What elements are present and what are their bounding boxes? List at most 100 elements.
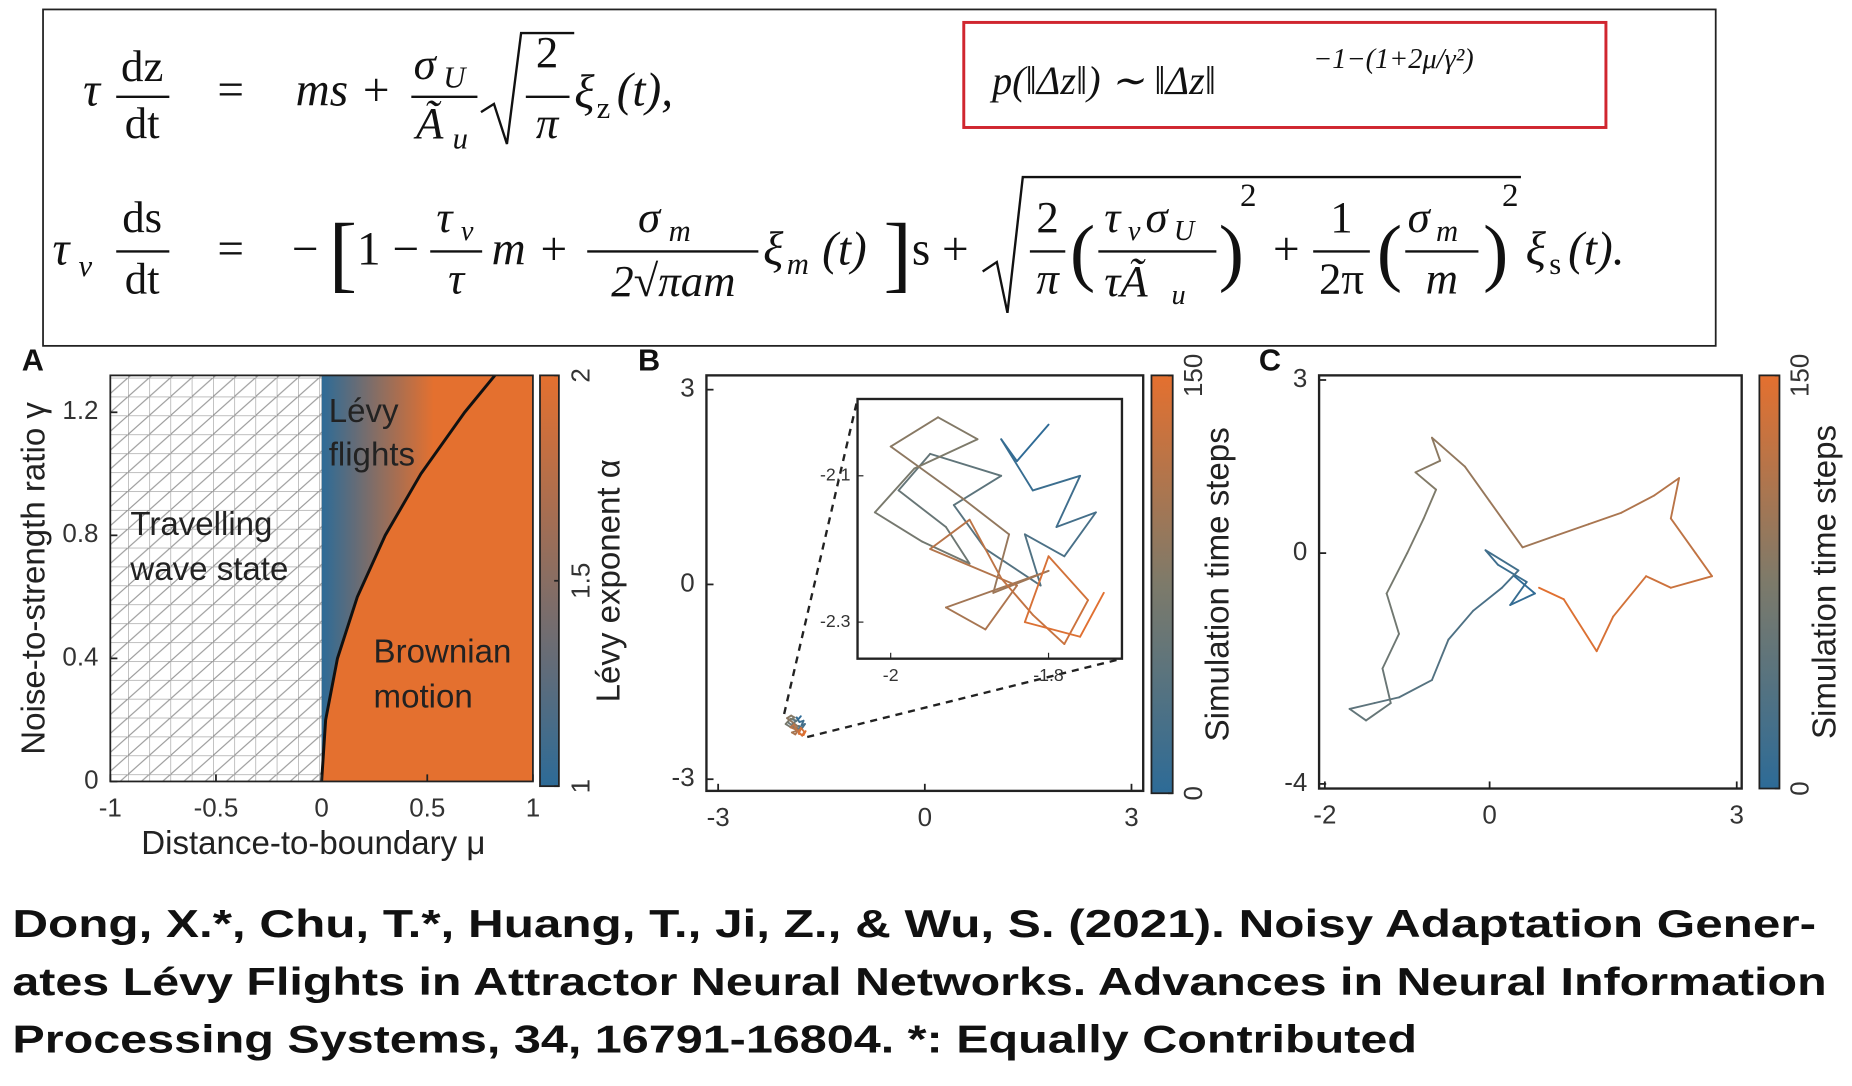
y-tick-label: 3 — [680, 373, 694, 403]
trajectory-segment — [1385, 592, 1400, 635]
trajectory-segment — [889, 416, 939, 448]
equation-symbol: ξ — [1526, 224, 1547, 276]
trajectory-segment — [897, 452, 932, 492]
trajectory-segment — [1595, 615, 1615, 653]
trajectory-segment — [1063, 599, 1089, 645]
trajectory-segment — [1055, 474, 1082, 528]
colorbar — [1758, 374, 1781, 790]
equation-rules — [116, 31, 1521, 314]
equation-symbol: 2 — [1240, 178, 1257, 214]
equation-symbol: m + — [492, 224, 570, 276]
equation-symbol: dt — [125, 98, 160, 148]
trajectory-segment — [1472, 586, 1503, 612]
trajectory-segment — [873, 467, 916, 514]
equation-symbol: v — [1128, 216, 1141, 247]
region-label: Brownian — [374, 634, 512, 671]
equation-symbol: m — [1426, 254, 1458, 304]
colorbar-tick-label: 150 — [1785, 354, 1815, 397]
equation-symbol: u — [453, 122, 468, 156]
equation-symbol: τÃ — [1104, 256, 1148, 306]
equation-symbol: τ — [83, 64, 102, 116]
equation-symbol: dz — [121, 41, 163, 91]
equation-symbol: p(‖Δz‖) ∼ ‖Δz‖ — [989, 58, 1216, 103]
x-tick-label: 3 — [1730, 800, 1744, 830]
trajectory-segment — [944, 606, 987, 631]
equation-symbol: τ — [1104, 192, 1122, 242]
equation-symbol: [ — [329, 207, 357, 301]
trajectory-segment — [1463, 465, 1491, 503]
y-tick-label: 1.2 — [62, 395, 98, 425]
x-tick-label: 0 — [314, 793, 328, 823]
equation-symbol: ] — [884, 207, 912, 301]
y-tick-label: -3 — [672, 762, 695, 792]
equation-symbol: s + — [912, 224, 969, 276]
equation-symbol: ( — [1377, 211, 1402, 294]
equation-symbol: 2√πam — [611, 256, 735, 306]
y-tick-label: 3 — [1293, 363, 1307, 393]
y-tick-label: 0.8 — [62, 518, 98, 548]
trajectory-segment — [1381, 667, 1392, 705]
equation-symbol: − — [292, 224, 319, 276]
trajectory-segment — [952, 474, 1003, 507]
trajectory-segment — [1447, 609, 1475, 641]
trajectory-segment — [1653, 477, 1681, 497]
trajectory-segment — [802, 730, 807, 737]
trajectory-segment — [1348, 702, 1376, 710]
equation-symbol: ) — [1219, 211, 1244, 294]
trajectory-segment — [1554, 523, 1590, 537]
zoom-line — [782, 398, 859, 715]
x-axis-label: Distance-to-boundary μ — [141, 825, 485, 862]
trajectory-segment — [1385, 552, 1409, 595]
colorbar-label: Lévy exponent α — [591, 459, 628, 702]
equation-symbol: σ — [638, 192, 662, 242]
inset-x-tick-label: -1.8 — [1033, 665, 1064, 685]
trajectory-segment — [992, 533, 1011, 594]
colorbar-tick-label: 1 — [565, 779, 595, 793]
trajectory-segment — [1381, 632, 1400, 670]
equation-symbol: ms + — [296, 64, 392, 116]
trajectory-segment — [1079, 591, 1105, 638]
trajectory-segment — [1016, 423, 1050, 463]
y-tick-label: -4 — [1284, 767, 1307, 797]
trajectory-segment — [1031, 474, 1082, 492]
x-tick-label: 0 — [1482, 800, 1496, 830]
equation-symbol: m — [787, 247, 809, 281]
x-tick-label: -1 — [99, 793, 122, 823]
equation-symbol: dt — [125, 254, 160, 304]
equation-symbol: Ã — [413, 98, 444, 148]
equation-symbol: m — [669, 214, 691, 248]
travelling-wave-region — [110, 375, 322, 782]
highlight-box — [962, 20, 1608, 129]
equation-symbol: 2π — [1319, 254, 1364, 304]
y-tick-label: 0 — [680, 567, 694, 597]
trajectory-segment — [1398, 679, 1433, 699]
trajectory-segment — [1521, 534, 1557, 549]
trajectory-segment — [952, 504, 987, 550]
trajectory-segment — [1023, 621, 1082, 638]
trajectory-segment — [1587, 511, 1623, 526]
phase-boundary — [320, 374, 497, 782]
inset-x-tick-label: -2 — [883, 665, 899, 685]
colorbar — [1150, 374, 1174, 795]
trajectory-segment — [1645, 575, 1672, 589]
equation-symbol: (t), — [617, 64, 673, 116]
trajectory-segment — [968, 518, 1003, 580]
colorbar-tick-label: 0 — [1785, 781, 1815, 795]
inset-frame — [856, 397, 1124, 660]
trajectory-segment — [1023, 533, 1066, 558]
equation-symbol: (t). — [1568, 224, 1624, 276]
trajectory-segment — [1406, 517, 1425, 555]
trajectory-segment — [1000, 577, 1034, 616]
equation-symbol: v — [78, 249, 92, 283]
equation-symbol: σ — [1146, 192, 1170, 242]
trajectory-segment — [944, 526, 971, 565]
trajectory-segment — [1031, 613, 1066, 645]
trajectory-segment — [889, 445, 963, 499]
trajectory-segment — [1063, 511, 1097, 558]
x-tick-label: -3 — [707, 802, 730, 832]
trajectory-segment — [1694, 552, 1713, 578]
trajectory-segment — [786, 717, 795, 724]
equation-symbol: 2 — [536, 27, 558, 77]
